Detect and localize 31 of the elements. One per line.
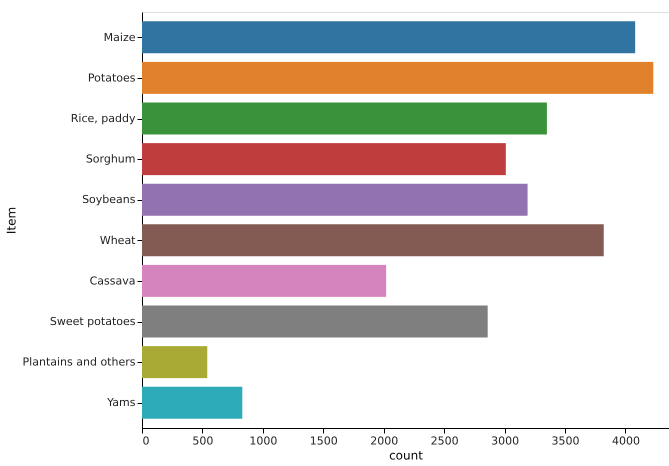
y-tick-label: Sweet potatoes (50, 315, 136, 328)
y-tick-label: Yams (106, 396, 136, 410)
bar (142, 143, 506, 176)
bar (142, 386, 242, 419)
bar (142, 21, 636, 54)
bar (142, 264, 386, 297)
x-tick-label: 3000 (491, 434, 520, 448)
y-tick-label: Potatoes (88, 71, 136, 84)
y-tick-label: Wheat (100, 234, 136, 247)
y-tick-label: Sorghum (86, 152, 136, 166)
bar (142, 224, 604, 256)
bar (142, 346, 208, 378)
bar (142, 184, 528, 216)
x-tick-label: 500 (192, 434, 214, 448)
y-tick-label: Soybeans (82, 193, 136, 206)
x-tick-label: 0 (142, 434, 150, 448)
bar (142, 62, 654, 94)
y-tick-label: Maize (104, 30, 136, 44)
x-tick-label: 1500 (310, 434, 338, 448)
bar (142, 306, 488, 338)
x-tick-label: 3500 (552, 434, 580, 448)
x-tick-label: 1000 (249, 434, 278, 448)
y-axis-title: Item (4, 206, 19, 234)
x-tick-label: 2500 (430, 434, 459, 448)
y-tick-label: Cassava (90, 274, 136, 288)
y-tick-label: Rice, paddy (70, 112, 136, 125)
bar (142, 102, 547, 134)
x-tick-label: 4000 (612, 434, 640, 448)
x-axis-title: count (389, 448, 424, 462)
y-tick-label: Plantains and others (22, 356, 136, 369)
x-tick-label: 2000 (370, 434, 398, 448)
